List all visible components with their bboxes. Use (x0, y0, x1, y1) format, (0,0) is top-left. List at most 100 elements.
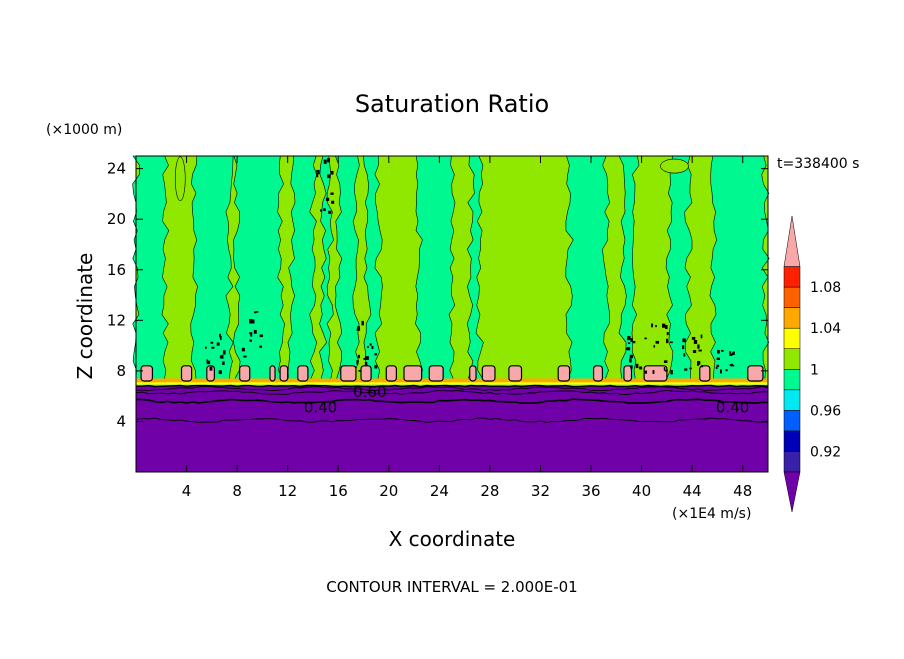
contour-line (135, 389, 769, 395)
field-speckle (644, 370, 648, 374)
field-green-column (132, 155, 170, 381)
field-speckle (669, 341, 673, 344)
field-pink-blob (557, 365, 571, 382)
field-speckle (732, 351, 735, 355)
x-axis-label: X coordinate (389, 527, 516, 551)
field-speckle (655, 324, 657, 328)
field-speckle (365, 356, 369, 360)
colorbar-segment (783, 451, 801, 473)
field-speckle (366, 346, 370, 348)
field-speckle (683, 353, 686, 357)
field-speckle (682, 338, 686, 343)
field-pink-blob (592, 365, 604, 382)
field-speckle (330, 192, 334, 195)
field-speckle (209, 366, 213, 371)
contour-label: 0.40 (304, 398, 337, 416)
field-speckle (629, 358, 632, 363)
y-tick-label: 24 (107, 160, 126, 178)
field-speckle (666, 332, 669, 336)
y-tick-label: 8 (116, 362, 126, 380)
colorbar-tick-label: 0.92 (810, 444, 841, 460)
colorbar-under-triangle (783, 471, 801, 513)
field-speckle (363, 357, 367, 360)
y-axis-ticks: 4 8 12 16 20 24 (107, 160, 768, 430)
time-label: t=338400 s (777, 156, 859, 172)
field-speckle (323, 208, 326, 212)
field-speckle (629, 354, 634, 359)
field-pink-blob (469, 365, 477, 382)
field-speckle (626, 347, 631, 351)
field-pink-blob (360, 365, 372, 382)
field-pink-blob (297, 365, 309, 382)
field-speckle (331, 200, 335, 204)
field-speckle (241, 347, 245, 352)
contour-line (135, 384, 769, 388)
field-speckle (243, 355, 247, 358)
field-speckle (655, 340, 660, 344)
field-speckle (721, 349, 724, 352)
field-speckle (259, 334, 263, 338)
field-speckle (684, 368, 688, 371)
x-tick-label: 24 (430, 482, 449, 500)
colorbar-segment (783, 327, 801, 349)
field-speckle (651, 323, 654, 328)
contour-field (132, 155, 770, 472)
field-lime-patch (660, 158, 689, 174)
field-speckle (697, 344, 700, 349)
contour-label: 0.40 (716, 398, 749, 416)
x-tick-label: 28 (480, 482, 499, 500)
field-speckle (682, 345, 685, 350)
field-speckle (327, 174, 331, 179)
contour-label: 0.60 (353, 383, 386, 401)
field-speckle (320, 209, 322, 212)
field-green-column (415, 155, 456, 381)
field-orange-band (136, 378, 768, 385)
field-pink-blob (385, 365, 397, 382)
field-speckle (719, 369, 722, 374)
contour-interval-footer: CONTOUR INTERVAL = 2.000E-01 (326, 578, 577, 596)
field-pink-blob (403, 365, 423, 382)
field-speckle (665, 324, 668, 329)
field-speckle (218, 370, 222, 374)
x-tick-label: 8 (232, 482, 242, 500)
colorbar-segment (783, 389, 801, 411)
field-speckle (216, 342, 220, 346)
colorbar-segment (783, 348, 801, 370)
field-pink-blob (239, 365, 251, 382)
field-speckle (356, 360, 359, 365)
plot-frame (135, 155, 769, 473)
field-speckle (698, 349, 702, 352)
field-speckle (316, 169, 320, 173)
colorbar-tick-label: 1.08 (810, 280, 841, 296)
field-speckle (250, 332, 253, 337)
field-speckle (374, 364, 378, 369)
x-tick-label: 4 (182, 482, 192, 500)
field-pink-blob (180, 365, 193, 382)
field-speckle (249, 332, 252, 335)
field-speckle (219, 355, 223, 359)
field-speckle (330, 170, 334, 175)
colorbar-tick-label: 1 (810, 362, 819, 378)
field-pink-blob (643, 365, 668, 382)
colorbar-tick-label: 0.96 (810, 403, 841, 419)
field-speckle (663, 367, 666, 371)
field-speckle (364, 361, 368, 366)
field-speckle (206, 359, 209, 363)
field-speckle (670, 370, 673, 375)
field-speckle (357, 354, 360, 359)
field-pink-blob (428, 365, 444, 382)
field-speckle (327, 158, 330, 163)
field-pink-blob (340, 365, 357, 382)
field-green-column (233, 155, 285, 381)
field-speckle (249, 319, 253, 323)
colorbar-over-triangle (783, 215, 801, 267)
x-tick-label: 16 (329, 482, 348, 500)
field-speckle (249, 321, 253, 324)
field-speckle (357, 326, 361, 330)
field-speckle (219, 333, 222, 338)
field-speckle (700, 334, 703, 339)
field-speckle (716, 357, 721, 361)
field-pink-blob (481, 365, 496, 382)
x-axis-ticks: 4 8 12 16 20 24 28 32 36 40 44 48 (182, 156, 752, 500)
